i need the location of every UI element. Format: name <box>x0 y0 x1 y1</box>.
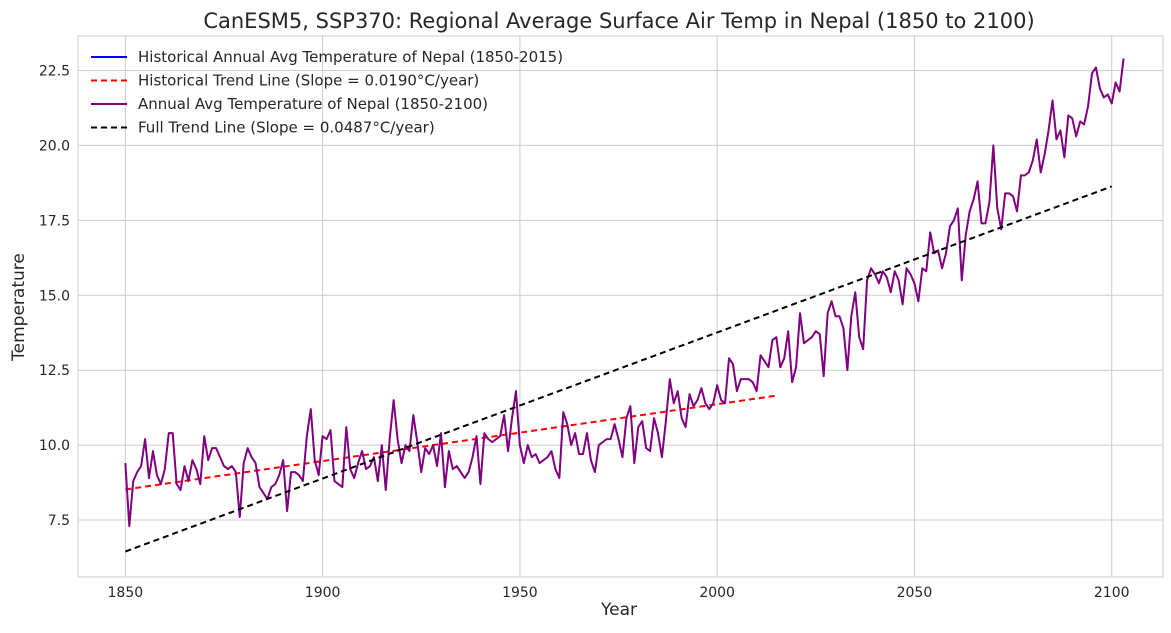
legend-label: Historical Trend Line (Slope = 0.0190°C/… <box>138 72 479 90</box>
y-tick-label: 22.5 <box>39 63 70 79</box>
x-tick-label: 1850 <box>108 585 144 601</box>
y-tick-label: 17.5 <box>39 213 70 229</box>
y-axis-label: Temperature <box>9 253 29 362</box>
legend-label: Full Trend Line (Slope = 0.0487°C/year) <box>138 119 435 137</box>
y-tick-label: 20.0 <box>39 138 70 154</box>
annual-series-line <box>124 58 1125 528</box>
full-trend-line <box>125 185 1113 553</box>
x-tick-label: 2100 <box>1094 585 1130 601</box>
x-axis-label: Year <box>600 600 637 620</box>
chart-title: CanESM5, SSP370: Regional Average Surfac… <box>203 9 1034 33</box>
y-axis-ticks: 7.5 10.0 12.5 15.0 17.5 20.0 22.5 <box>39 63 70 529</box>
y-tick-label: 7.5 <box>48 513 70 529</box>
x-tick-label: 1950 <box>502 585 538 601</box>
y-tick-label: 12.5 <box>39 363 70 379</box>
x-axis-ticks: 1850 1900 1950 2000 2050 2100 <box>108 585 1130 601</box>
series-layer <box>124 58 1125 553</box>
x-tick-label: 2000 <box>699 585 735 601</box>
y-tick-label: 15.0 <box>39 288 70 304</box>
legend-label: Historical Annual Avg Temperature of Nep… <box>138 48 563 66</box>
grid-lines <box>78 36 1163 577</box>
legend: Historical Annual Avg Temperature of Nep… <box>91 48 563 137</box>
x-tick-label: 2050 <box>897 585 933 601</box>
legend-label: Annual Avg Temperature of Nepal (1850-21… <box>138 95 488 113</box>
y-tick-label: 10.0 <box>39 438 70 454</box>
historical-trend-line <box>125 394 777 491</box>
x-tick-label: 1900 <box>305 585 341 601</box>
plot-area-frame <box>77 35 1164 578</box>
